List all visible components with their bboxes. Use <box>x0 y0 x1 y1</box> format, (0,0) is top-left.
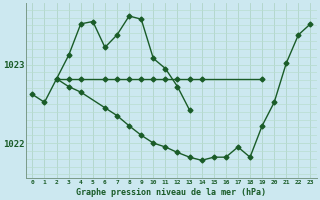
X-axis label: Graphe pression niveau de la mer (hPa): Graphe pression niveau de la mer (hPa) <box>76 188 267 197</box>
